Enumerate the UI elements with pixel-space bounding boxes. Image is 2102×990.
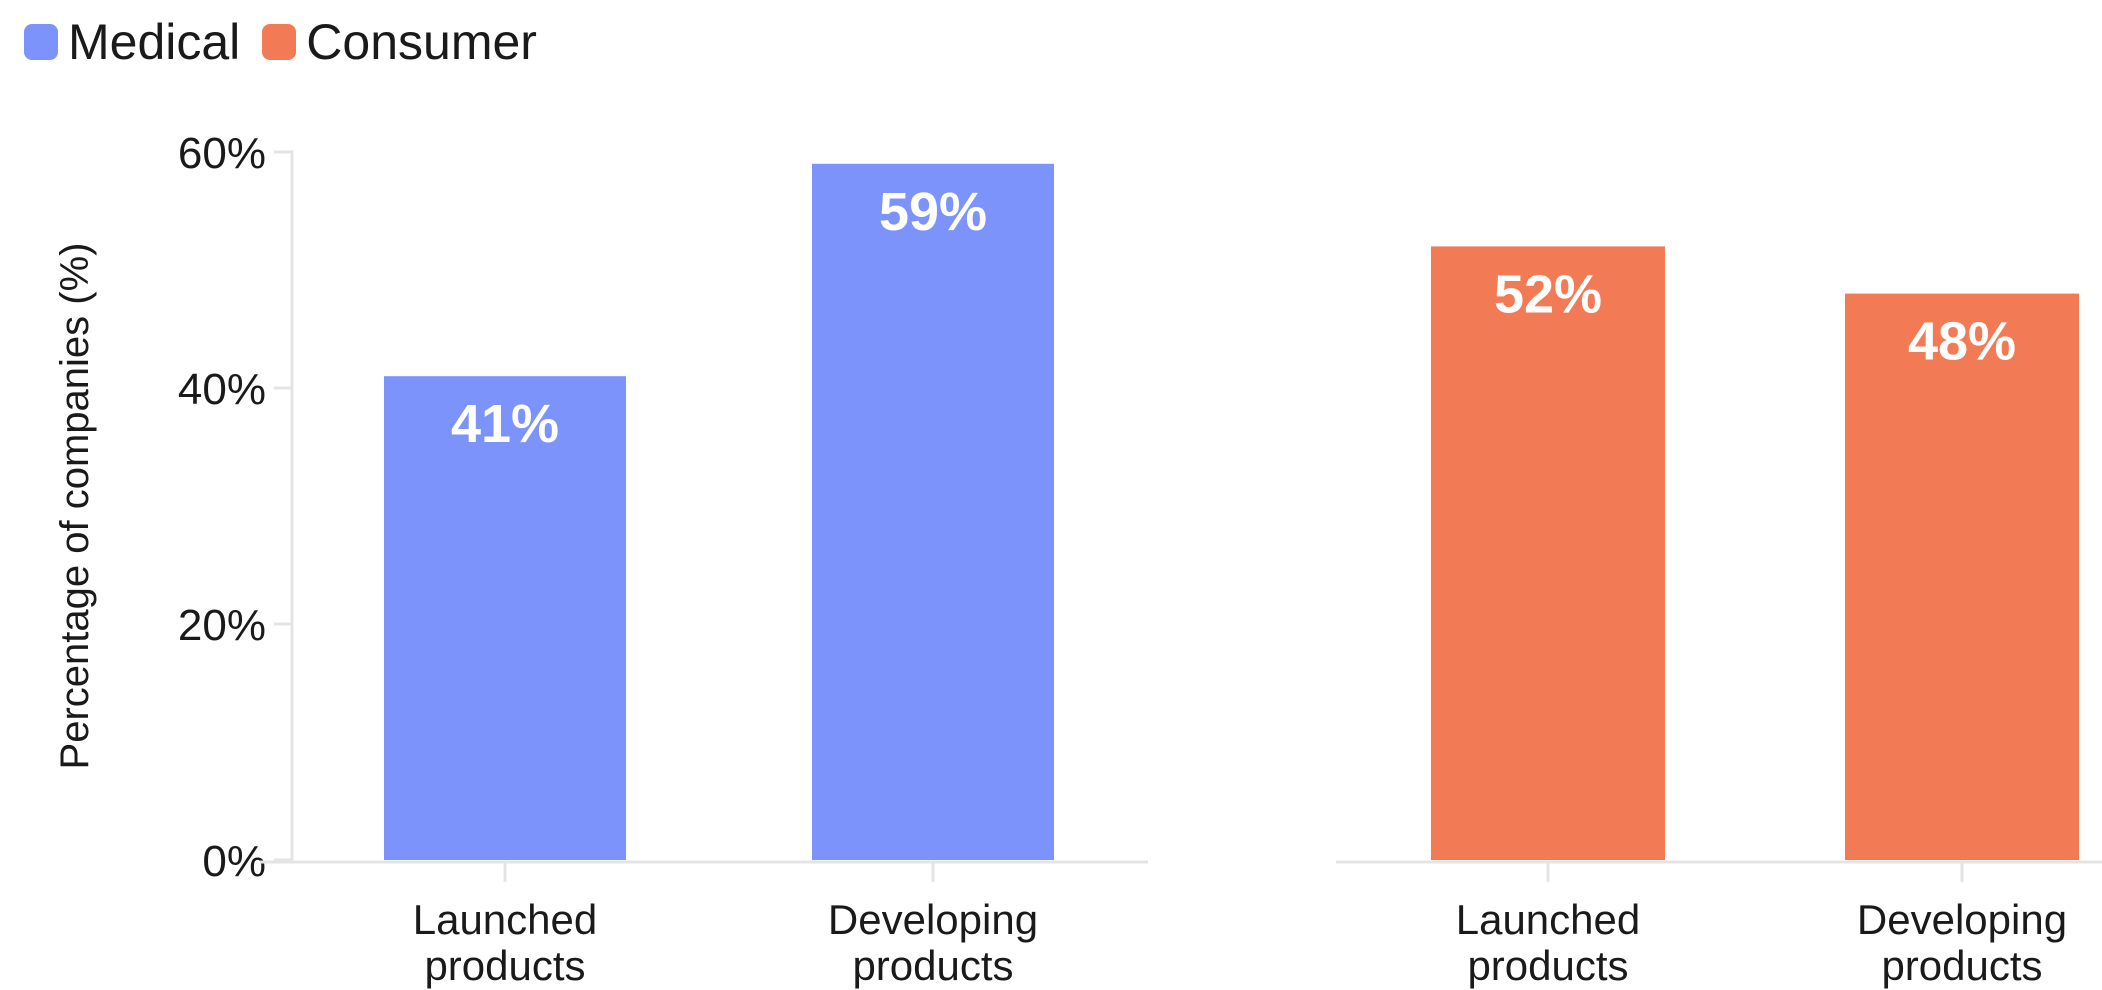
legend-swatch-consumer xyxy=(262,24,297,60)
bar-value-label: 48% xyxy=(1908,312,2016,372)
bar-value-label: 52% xyxy=(1494,264,1602,324)
legend-item-consumer[interactable]: Consumer xyxy=(262,12,537,72)
y-tick-label: 20% xyxy=(178,601,266,650)
x-tick-label: products xyxy=(1881,942,2042,989)
legend-item-medical[interactable]: Medical xyxy=(24,12,240,72)
legend-swatch-medical xyxy=(24,24,58,60)
x-tick-label: products xyxy=(852,942,1013,989)
legend-label-medical: Medical xyxy=(68,14,241,70)
legend: Medical Consumer xyxy=(24,12,537,72)
x-tick-label: Developing xyxy=(828,896,1038,943)
x-tick-label: Developing xyxy=(1857,896,2067,943)
bar xyxy=(384,376,626,860)
bar xyxy=(812,163,1054,861)
y-tick-label: 60% xyxy=(178,129,266,178)
bar xyxy=(1845,293,2079,861)
bar-value-label: 41% xyxy=(451,394,559,454)
legend-label-consumer: Consumer xyxy=(306,14,537,70)
x-tick-label: products xyxy=(1467,942,1628,989)
y-tick-label: 40% xyxy=(178,365,266,414)
x-tick-label: Launched xyxy=(413,896,598,943)
y-tick-label: 0% xyxy=(202,837,266,886)
y-axis-label: Percentage of companies (%) xyxy=(53,243,97,770)
x-tick-label: Launched xyxy=(1456,896,1641,943)
bar-value-label: 59% xyxy=(879,182,987,242)
bar xyxy=(1431,246,1665,860)
x-tick-label: products xyxy=(424,942,585,989)
